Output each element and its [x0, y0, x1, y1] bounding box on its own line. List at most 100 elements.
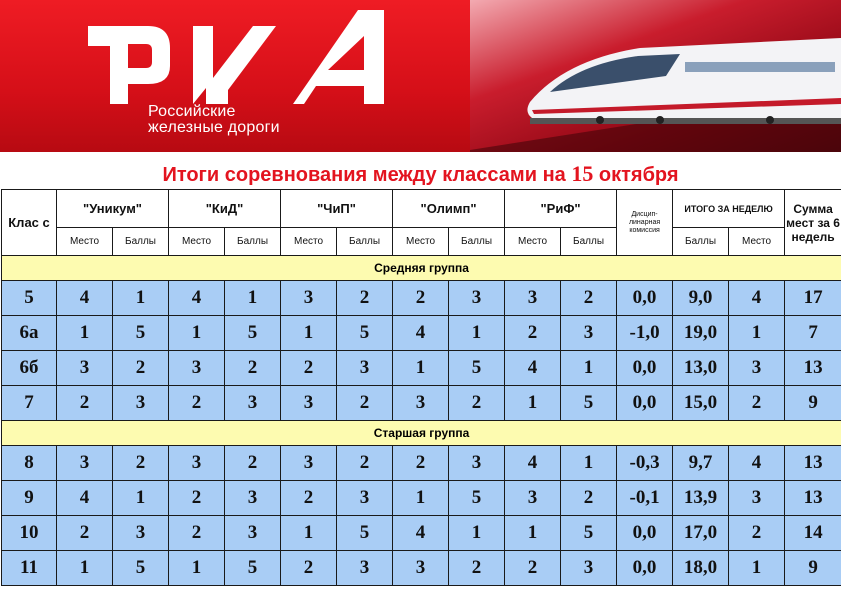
table-cell: 4	[728, 445, 786, 481]
table-cell: 2	[56, 385, 113, 421]
table-cell: 3	[280, 445, 338, 481]
team-header-chip: "ЧиП"	[280, 189, 394, 228]
team-header-rif: "РиФ"	[504, 189, 618, 228]
class-name-cell: 9	[1, 480, 57, 516]
class-name-cell: 8	[1, 445, 57, 481]
table-cell: 2	[728, 385, 786, 421]
table-cell: 9	[784, 550, 841, 586]
class-name-cell: 11	[1, 550, 57, 586]
table-cell: 3	[336, 550, 394, 586]
table-cell: 2	[504, 315, 562, 351]
table-row: 6б 3 2 3 2 2 3 1 5 4 1 0,0 13,0 3 13	[1, 350, 841, 386]
table-cell: 3	[168, 350, 226, 386]
table-cell: 13	[784, 445, 841, 481]
olimp-points-header: Баллы	[448, 227, 506, 256]
table-cell: 2	[224, 445, 282, 481]
table-cell: 4	[56, 280, 113, 316]
header-banner: Российские железные дороги	[0, 0, 841, 152]
table-cell: 1	[111, 480, 170, 516]
table-cell: 2	[728, 515, 786, 551]
table-cell: 1	[280, 515, 338, 551]
class-name-cell: 6б	[1, 350, 57, 386]
table-cell: 9,0	[672, 280, 730, 316]
table-cell: 3	[224, 385, 282, 421]
table-cell: 1	[111, 280, 170, 316]
table-cell: 2	[392, 445, 450, 481]
team-header-unikum: "Уникум"	[55, 189, 170, 228]
table-cell: 2	[448, 385, 506, 421]
class-name-cell: 7	[1, 385, 57, 421]
table-cell: 1	[56, 315, 113, 351]
team-header-olimp: "Олимп"	[392, 189, 506, 228]
kid-place-header: Место	[168, 227, 226, 256]
class-name-cell: 10	[1, 515, 57, 551]
table-cell: 3	[224, 515, 282, 551]
table-cell: 13	[784, 350, 841, 386]
table-cell: 3	[111, 385, 170, 421]
table-cell: 5	[336, 515, 394, 551]
total-place-header: Место	[728, 227, 786, 256]
table-cell: 3	[336, 350, 394, 386]
table-cell: 4	[504, 350, 562, 386]
table-cell: 1	[448, 515, 506, 551]
table-cell: 3	[392, 385, 450, 421]
class-header: Клас с	[1, 189, 57, 256]
group-row: Средняя группа	[0, 255, 841, 281]
table-cell: 1	[448, 315, 506, 351]
table-cell: 1	[56, 550, 113, 586]
table-cell: 9	[784, 385, 841, 421]
team-header-row: Клас с "Уникум" "КиД" "ЧиП" "Олимп" "РиФ…	[1, 189, 841, 256]
table-cell: 2	[280, 480, 338, 516]
table-cell: -1,0	[616, 315, 674, 351]
table-cell: 1	[168, 550, 226, 586]
table-cell: 4	[56, 480, 113, 516]
chip-points-header: Баллы	[336, 227, 394, 256]
table-cell: 1	[392, 480, 450, 516]
table-cell: 2	[336, 385, 394, 421]
weekly-total-header: ИТОГО ЗА НЕДЕЛЮ	[672, 189, 786, 228]
unikum-place-header: Место	[56, 227, 113, 256]
table-cell: 3	[728, 480, 786, 516]
table-cell: 5	[560, 385, 618, 421]
table-cell: 4	[392, 515, 450, 551]
table-cell: 2	[111, 445, 170, 481]
page-title: Итоги соревнования между классами на 15 …	[0, 160, 841, 189]
rzd-logo-mark	[88, 10, 384, 104]
chip-place-header: Место	[280, 227, 338, 256]
table-cell: 3	[168, 445, 226, 481]
table-cell: 2	[336, 445, 394, 481]
table-cell: 2	[392, 280, 450, 316]
table-cell: 5	[448, 350, 506, 386]
table-cell: 3	[56, 445, 113, 481]
olimp-place-header: Место	[392, 227, 450, 256]
table-cell: -0,3	[616, 445, 674, 481]
table-cell: 2	[280, 350, 338, 386]
table-cell: 5	[224, 315, 282, 351]
table-cell: 3	[56, 350, 113, 386]
table-cell: 2	[336, 280, 394, 316]
table-cell: 3	[280, 385, 338, 421]
table-cell: 5	[111, 550, 170, 586]
total-points-header: Баллы	[672, 227, 730, 256]
table-cell: 3	[336, 480, 394, 516]
table-cell: 0,0	[616, 280, 674, 316]
table-cell: 5	[111, 315, 170, 351]
table-cell: 7	[784, 315, 841, 351]
group-label: Старшая группа	[0, 420, 841, 446]
table-cell: 2	[168, 385, 226, 421]
results-table-body: Клас с "Уникум" "КиД" "ЧиП" "Олимп" "РиФ…	[0, 189, 841, 586]
rif-points-header: Баллы	[560, 227, 618, 256]
table-cell: 2	[168, 480, 226, 516]
table-cell: 1	[392, 350, 450, 386]
table-row: 8 3 2 3 2 3 2 2 3 4 1 -0,3 9,7 4 13	[1, 445, 841, 481]
table-cell: 0,0	[616, 515, 674, 551]
table-cell: 2	[168, 515, 226, 551]
table-cell: 1	[560, 350, 618, 386]
results-table: Клас с "Уникум" "КиД" "ЧиП" "Олимп" "РиФ…	[0, 189, 841, 586]
table-cell: 2	[111, 350, 170, 386]
table-cell: 1	[728, 550, 786, 586]
table-cell: 1	[504, 385, 562, 421]
table-cell: 2	[504, 550, 562, 586]
table-cell: 3	[111, 515, 170, 551]
table-cell: 4	[504, 445, 562, 481]
